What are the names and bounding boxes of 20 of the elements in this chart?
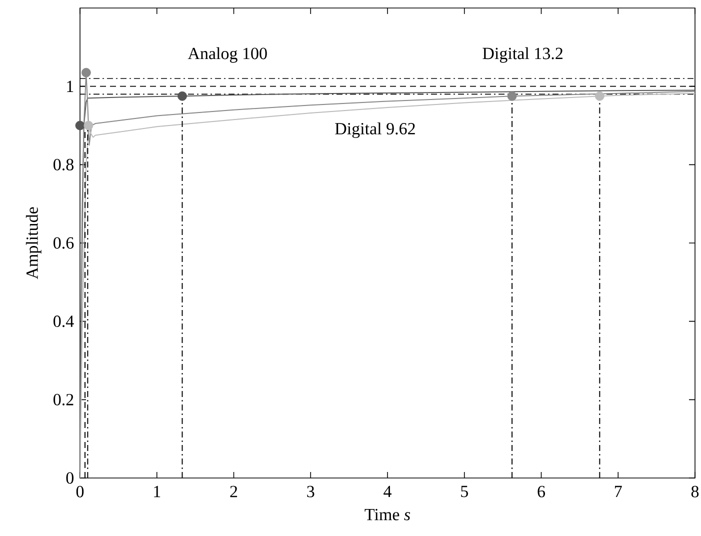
x-axis-title: Time s: [364, 508, 410, 520]
y-tick-label: 0.4: [54, 316, 74, 328]
y-tick-label: 0.6: [54, 237, 74, 249]
x-tick-label: 7: [615, 486, 622, 497]
y-axis-title: Amplitude: [26, 207, 42, 280]
y-tick-label: 0.8: [54, 158, 74, 170]
annotation: Digital 13.2: [482, 47, 562, 63]
x-tick-label: 5: [461, 486, 468, 498]
x-tick-label: 3: [307, 486, 314, 498]
x-tick-label: 0: [76, 486, 84, 498]
x-tick-label: 1: [154, 486, 160, 498]
x-tick-label: 8: [691, 486, 699, 498]
annotation: Digital 9.62: [335, 122, 415, 138]
x-tick-label: 4: [384, 486, 392, 498]
x-tick-label: 6: [538, 486, 545, 498]
annotation: Analog 100: [188, 47, 267, 63]
y-tick-label: 1: [67, 80, 74, 92]
y-tick-label: 0.2: [54, 394, 74, 406]
y-tick-label: 0: [66, 472, 74, 484]
x-tick-label: 2: [230, 486, 238, 498]
